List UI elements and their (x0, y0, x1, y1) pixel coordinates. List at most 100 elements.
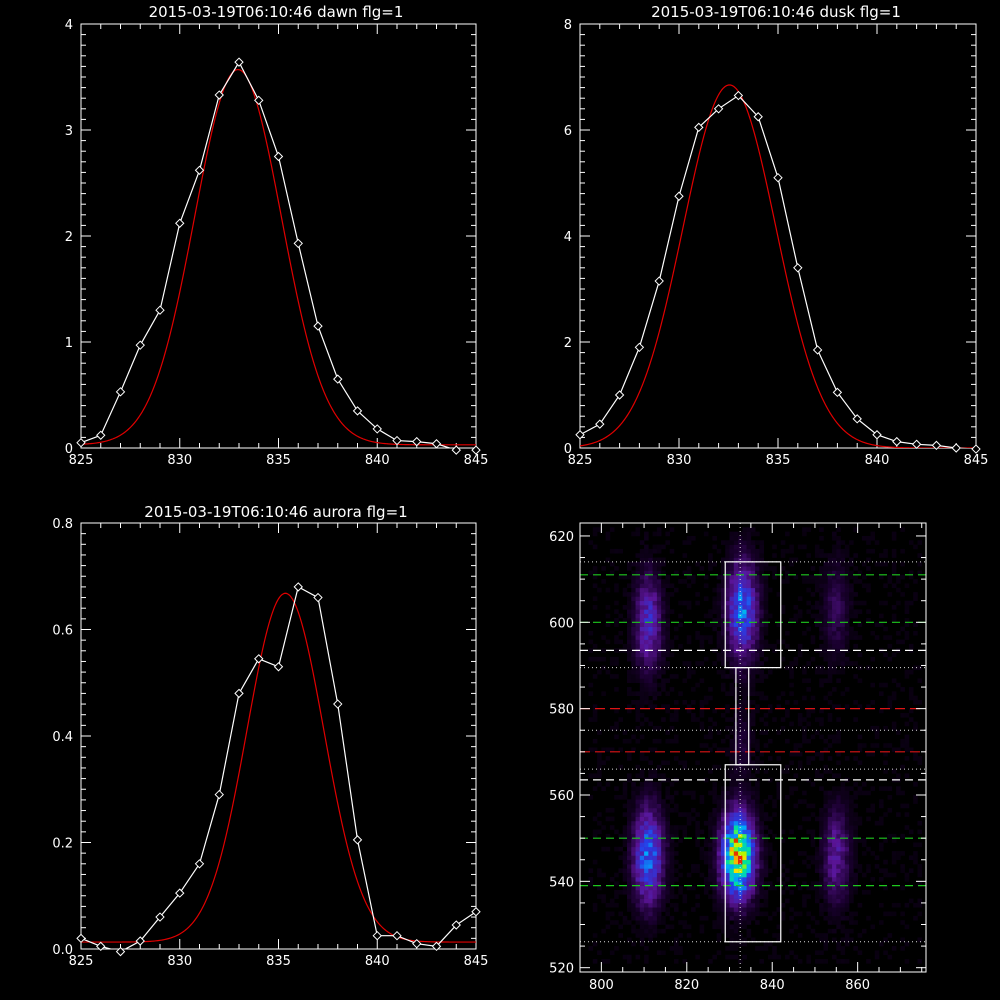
heat-cell (725, 635, 730, 640)
heat-cell (755, 786, 760, 791)
heat-cell (656, 738, 662, 744)
heat-cell (695, 682, 700, 688)
heat-cell (656, 838, 662, 843)
heat-cell (917, 911, 923, 917)
heat-cell (635, 553, 641, 558)
heat-cell (648, 583, 653, 589)
heat-cell (840, 937, 846, 943)
heat-cell (703, 743, 709, 748)
heat-cell (750, 708, 756, 714)
heat-cell (742, 915, 747, 921)
heat-cell (665, 648, 670, 653)
heat-cell (720, 570, 726, 576)
heat-cell (832, 535, 837, 541)
heat-cell (720, 626, 726, 632)
heat-cell (614, 639, 619, 645)
heat-cell (639, 678, 645, 684)
heat-cell (725, 605, 730, 610)
heat-cell (716, 924, 722, 930)
heat-cell (626, 889, 632, 895)
heat-cell (669, 842, 675, 848)
heat-cell (844, 864, 850, 869)
heat-cell (644, 885, 649, 891)
heat-cell (840, 842, 846, 848)
heat-cell (832, 579, 837, 584)
heat-cell (644, 691, 649, 696)
heat-cell (767, 915, 773, 921)
heat-cell (900, 946, 905, 951)
heat-cell (733, 924, 739, 930)
heat-cell (772, 717, 777, 722)
heat-cell (900, 548, 905, 554)
heat-cell (866, 587, 871, 593)
heat-cell (695, 812, 700, 817)
heat-cell (652, 613, 658, 619)
heat-cell (733, 579, 739, 584)
heat-cell (810, 838, 816, 843)
heat-cell (614, 889, 619, 895)
heat-cell (644, 592, 649, 597)
heat-cell (686, 924, 692, 930)
heat-cell (823, 820, 829, 826)
heat-cell (639, 622, 645, 627)
heat-cell (904, 669, 910, 675)
heat-cell (631, 889, 636, 895)
heat-cell (626, 846, 632, 852)
heat-cell (725, 630, 730, 636)
heat-cell (793, 872, 799, 878)
heat-cell (819, 605, 824, 610)
data-point (733, 90, 744, 101)
heat-cell (648, 691, 653, 696)
heat-cell (840, 661, 846, 666)
heat-cell (661, 838, 666, 843)
heat-cell (772, 851, 777, 856)
heat-cell (738, 833, 743, 839)
data-point (931, 440, 942, 451)
heat-cell (729, 764, 735, 770)
heat-cell (742, 790, 747, 796)
heat-cell (802, 734, 807, 740)
heat-cell (639, 881, 645, 886)
heat-cell (626, 600, 632, 606)
heat-cell (879, 613, 884, 619)
heat-cell (759, 842, 764, 848)
heat-cell (661, 820, 666, 826)
heat-cell (716, 859, 722, 865)
heat-cell (849, 587, 854, 593)
heat-cell (802, 725, 807, 731)
heat-cell (883, 950, 888, 956)
heat-cell (720, 622, 726, 627)
heat-cell (900, 764, 905, 770)
heat-cell (601, 959, 606, 964)
heat-cell (763, 695, 769, 701)
heat-cell (836, 851, 841, 856)
heat-cell (652, 579, 658, 584)
heat-cell (673, 859, 679, 865)
heat-cell (789, 674, 794, 679)
heat-cell (661, 609, 666, 614)
heat-cell (844, 872, 850, 878)
heat-cell (626, 894, 632, 899)
heat-cell (631, 807, 636, 813)
heat-cell (631, 868, 636, 873)
heat-cell (614, 656, 619, 662)
heat-cell (733, 894, 739, 899)
heat-cell (849, 868, 854, 873)
heat-cell (691, 868, 696, 873)
heat-cell (896, 812, 901, 817)
heat-cell (738, 864, 743, 869)
heat-cell (716, 596, 722, 602)
heat-cell (614, 566, 619, 571)
heat-cell (631, 820, 636, 826)
heat-cell (716, 794, 722, 800)
heat-cell (840, 902, 846, 908)
heat-cell (708, 695, 713, 701)
heat-cell (823, 846, 829, 852)
heat-cell (810, 842, 816, 848)
heat-cell (827, 790, 833, 796)
heat-cell (601, 579, 606, 584)
heat-cell (626, 825, 632, 830)
heat-cell (840, 630, 846, 636)
heat-cell (870, 743, 876, 748)
heat-cell (797, 933, 803, 938)
